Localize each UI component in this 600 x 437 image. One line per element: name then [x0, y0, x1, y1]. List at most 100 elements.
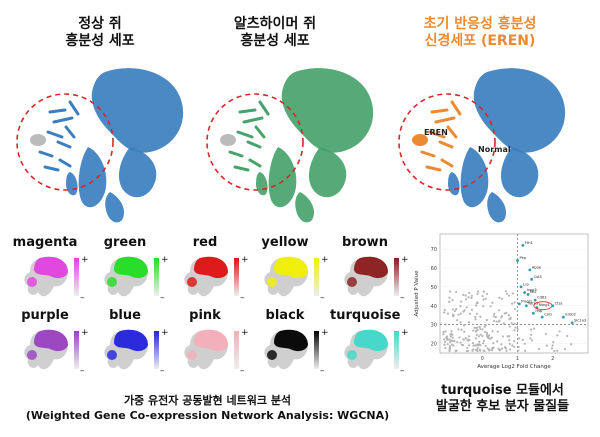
- data-point: [511, 302, 514, 305]
- module-cells-highlight: [187, 350, 197, 360]
- data-point: [463, 330, 466, 334]
- data-point: [498, 296, 501, 299]
- scale-minus: –: [80, 293, 85, 303]
- data-point: [496, 340, 499, 343]
- data-point: [544, 332, 548, 336]
- scale-plus: +: [321, 328, 328, 338]
- cell-streak: [233, 165, 250, 172]
- data-point: [510, 321, 513, 325]
- data-point: [487, 349, 491, 352]
- scale-plus: +: [401, 328, 408, 338]
- cell-cluster: [448, 172, 460, 196]
- data-point: [449, 338, 452, 341]
- module-umap-brown: +–: [344, 255, 408, 303]
- module-cells-highlight: [274, 256, 308, 279]
- point-label: Ntng1: [539, 303, 550, 307]
- data-point: [521, 338, 524, 341]
- point-label: Hsp: [535, 309, 543, 313]
- highlight-point: [533, 298, 537, 302]
- module-cells-highlight: [114, 329, 148, 352]
- data-point: [502, 322, 505, 325]
- data-point: [550, 347, 554, 350]
- module-cells-highlight: [194, 256, 228, 279]
- y-tick-label: 30: [431, 323, 437, 329]
- module-umap-red: +–: [184, 255, 248, 303]
- module-umap-green: +–: [104, 255, 168, 303]
- scale-plus: +: [81, 255, 88, 265]
- scale-plus: +: [161, 328, 168, 338]
- panel-title-normal: 정상 쥐 흥분성 세포: [30, 16, 170, 50]
- data-point: [529, 337, 532, 340]
- data-point: [513, 345, 516, 349]
- point-label: Apoe: [532, 265, 542, 269]
- module-scale-bar: [74, 258, 79, 296]
- data-point: [486, 347, 489, 350]
- module-cells-highlight: [34, 256, 68, 279]
- module-scale-bar: [394, 331, 399, 369]
- data-point: [443, 343, 446, 346]
- data-point: [551, 344, 554, 347]
- point-label: Plagl1: [521, 299, 532, 303]
- data-point: [482, 342, 485, 345]
- point-label: Ctss: [555, 301, 563, 305]
- data-point: [492, 346, 495, 349]
- data-point: [503, 346, 507, 349]
- panel-title-alzheimer-line1: 알츠하이머 쥐: [233, 16, 317, 32]
- data-point: [476, 292, 479, 295]
- module-label-yellow: yellow: [261, 235, 309, 250]
- panel-title-alzheimer-line2: 흥분성 세포: [240, 33, 310, 49]
- data-point: [451, 336, 454, 339]
- cell-streak: [58, 158, 72, 168]
- module-cells-highlight: [107, 350, 117, 360]
- point-label: Lrp: [523, 282, 529, 286]
- data-point: [513, 307, 517, 311]
- module-cells-highlight: [27, 350, 37, 360]
- data-point: [509, 348, 512, 351]
- data-point: [501, 335, 505, 338]
- module-cells-highlight: [187, 277, 197, 287]
- module-scale-bar: [74, 331, 79, 369]
- data-point: [443, 340, 447, 343]
- data-point: [465, 306, 468, 309]
- scale-plus: +: [161, 255, 168, 265]
- module-umap-magenta: +–: [24, 255, 88, 303]
- wgcna-caption-line1: 가중 유전자 공동발현 네트워크 분석: [123, 394, 292, 407]
- data-point: [505, 349, 508, 353]
- y-tick-label: 40: [431, 304, 437, 310]
- y-tick-label: 60: [431, 266, 437, 272]
- module-cells-highlight: [347, 350, 357, 360]
- data-point: [449, 333, 452, 336]
- data-point: [507, 314, 510, 317]
- data-point: [450, 339, 453, 343]
- data-point: [462, 310, 465, 313]
- cell-cluster: [308, 147, 347, 198]
- data-point: [483, 330, 487, 334]
- data-point: [556, 334, 559, 337]
- data-point: [468, 291, 471, 294]
- module-cells-highlight: [274, 329, 308, 352]
- cell-streak: [52, 116, 74, 124]
- data-point: [513, 329, 516, 332]
- data-point: [513, 340, 516, 343]
- module-label-black: black: [265, 308, 305, 323]
- cell-streak: [68, 100, 80, 116]
- data-point: [537, 347, 541, 351]
- cell-cluster: [487, 192, 507, 223]
- data-point: [476, 290, 480, 293]
- data-point: [474, 304, 478, 307]
- data-point: [452, 344, 455, 347]
- data-point: [509, 316, 512, 319]
- scale-minus: –: [400, 293, 405, 303]
- highlight-point: [523, 291, 526, 294]
- point-label: Fth1: [525, 241, 533, 245]
- module-umap-black: +–: [264, 328, 328, 376]
- data-point: [474, 315, 477, 318]
- data-point: [485, 333, 488, 336]
- data-point: [459, 305, 462, 308]
- data-point: [456, 319, 459, 322]
- module-label-blue: blue: [109, 308, 141, 323]
- module-umap-pink: +–: [184, 328, 248, 376]
- data-point: [448, 296, 451, 299]
- cell-streak: [440, 158, 454, 168]
- data-point: [508, 294, 511, 297]
